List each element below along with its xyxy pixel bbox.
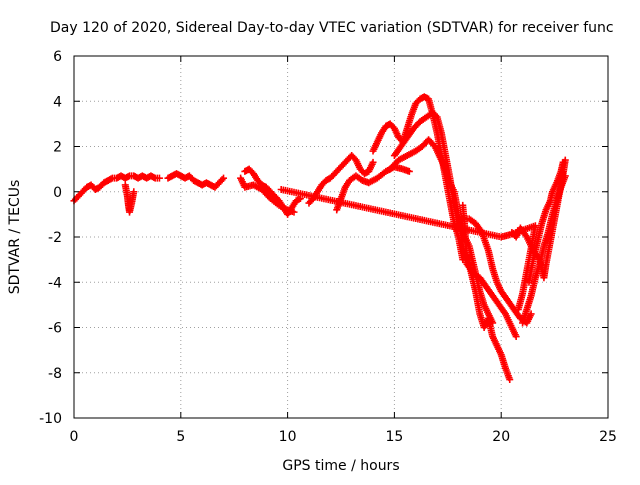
series-track-evening-a: [459, 215, 535, 327]
series-track-early: [70, 172, 163, 205]
x-tick-label: 0: [70, 429, 79, 445]
y-tick-label: -8: [48, 366, 62, 382]
data-point: [512, 333, 520, 341]
series-track-morning: [164, 170, 228, 191]
x-tick-label: 10: [279, 429, 297, 445]
series-track-dip-2-5: [121, 181, 138, 216]
y-tick-label: -10: [39, 411, 62, 427]
data-points: [70, 93, 569, 384]
data-point: [506, 376, 514, 384]
data-point: [559, 158, 567, 166]
x-tick-label: 25: [599, 429, 617, 445]
data-point: [369, 158, 377, 166]
x-axis-label: GPS time / hours: [282, 458, 399, 474]
tick-layer: 0 5 10 15 20 25 -10 -8 -6 -4 -2 0 2 4 6: [39, 49, 617, 445]
data-point: [218, 176, 226, 184]
series-track-recovery-b: [519, 172, 569, 327]
x-tick-label: 5: [176, 429, 185, 445]
data-point: [130, 188, 138, 196]
data-point: [405, 167, 413, 175]
data-point: [463, 260, 471, 268]
y-axis-label: SDTVAR / TECUs: [7, 180, 23, 295]
data-point: [155, 174, 163, 182]
y-tick-label: -6: [48, 321, 62, 337]
x-tick-label: 15: [385, 429, 403, 445]
y-tick-label: 0: [53, 185, 62, 201]
chart-title: Day 120 of 2020, Sidereal Day-to-day VTE…: [50, 20, 614, 36]
y-tick-label: -4: [48, 275, 62, 291]
x-tick-label: 20: [492, 429, 510, 445]
y-tick-label: -2: [48, 230, 62, 246]
data-point: [514, 305, 522, 313]
y-tick-label: 6: [53, 49, 62, 65]
plot-frame: [73, 55, 609, 419]
data-point: [220, 174, 228, 182]
series-track-midday-b: [237, 174, 298, 216]
series-track-isolated: [277, 185, 539, 313]
data-point: [290, 208, 298, 216]
series-track-afternoon: [305, 152, 377, 207]
y-tick-label: 4: [53, 94, 62, 110]
y-tick-label: 2: [53, 140, 62, 156]
